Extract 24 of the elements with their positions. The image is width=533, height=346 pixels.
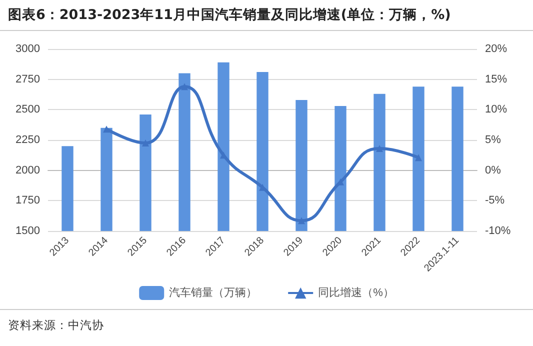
y-tick-label: 2500 [16,104,40,116]
y2-tick-label: 0% [485,164,502,176]
text: 资料来源：中汽协 [0,309,533,340]
point [376,144,383,152]
y2-tick-label: -5% [485,194,505,207]
y2-tick-label: 15% [485,73,508,86]
y-tick-label: 1750 [16,194,40,207]
y2-tick-label: 5% [485,134,502,146]
point [415,154,422,162]
legend-label: 同比增速（%） [318,286,394,299]
y2-tick-label: -10% [485,225,511,237]
y-tick-label: 2000 [16,164,40,176]
y-tick-label: 2750 [16,73,40,86]
point [181,83,188,90]
point [103,126,110,133]
y2-tick-label: 10% [485,104,508,116]
point [298,217,305,224]
y2-tick-label: 20% [485,43,508,55]
point [142,140,149,147]
y-tick-label: 1500 [16,225,40,237]
legend-label: 汽车销量（万辆） [169,286,258,299]
y-tick-label: 3000 [16,43,40,55]
y-tick-label: 2250 [16,134,40,146]
chart-title: 图表6：2013-2023年11月中国汽车销量及同比增速(单位：万辆，%) [0,0,533,31]
